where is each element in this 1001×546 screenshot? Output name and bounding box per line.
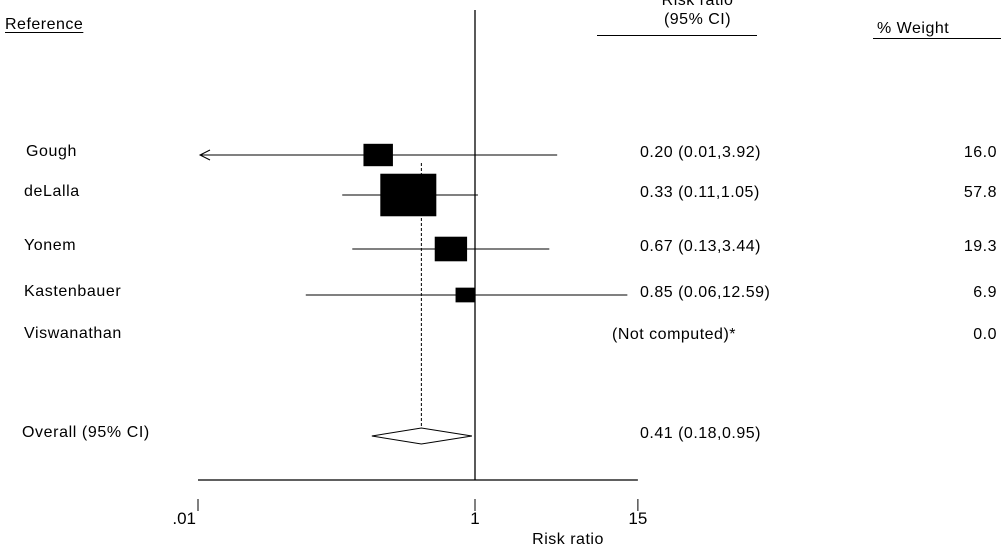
- study-weight-text: 0.0: [973, 326, 997, 343]
- study-ci-text: 0.33 (0.11,1.05): [640, 184, 760, 201]
- weight-header-underline: [873, 38, 1001, 39]
- study-point-box: [434, 236, 468, 262]
- study-ci-text: 0.20 (0.01,3.92): [640, 144, 761, 161]
- study-weight-text: 19.3: [963, 238, 997, 255]
- study-weight-text: 57.8: [963, 184, 997, 201]
- reference-header: Reference: [5, 16, 84, 33]
- study-ci-text: 0.85 (0.06,12.59): [640, 284, 771, 301]
- study-weight-text: 6.9: [973, 284, 997, 301]
- x-tick-label: 15: [628, 509, 647, 528]
- study-ci-text: 0.67 (0.13,3.44): [640, 238, 761, 255]
- weight-header: % Weight: [877, 20, 950, 37]
- study-point-box: [380, 173, 437, 217]
- x-axis-label: Risk ratio: [532, 531, 604, 546]
- study-label: deLalla: [24, 183, 80, 200]
- risk-ratio-header-line2: (95% CI): [663, 11, 732, 28]
- study-weight-text: 16.0: [963, 144, 997, 161]
- risk-ratio-header-line1: Risk ratio: [661, 0, 734, 9]
- study-label: Yonem: [24, 237, 77, 254]
- study-point-box: [363, 143, 393, 167]
- x-tick-label: 1: [470, 509, 479, 528]
- study-point-box: [455, 287, 475, 303]
- risk-ratio-header-underline: [597, 35, 757, 36]
- overall-diamond: [371, 427, 472, 445]
- overall-label: Overall (95% CI): [22, 424, 150, 441]
- study-label: Gough: [26, 143, 78, 160]
- overall-ci-text: 0.41 (0.18,0.95): [640, 425, 761, 442]
- study-label: Viswanathan: [24, 325, 122, 342]
- study-label: Kastenbauer: [24, 283, 122, 300]
- study-ci-text: (Not computed)*: [612, 326, 736, 343]
- risk-ratio-header: Risk ratio (95% CI): [640, 0, 755, 29]
- x-tick-label: .01: [172, 509, 196, 528]
